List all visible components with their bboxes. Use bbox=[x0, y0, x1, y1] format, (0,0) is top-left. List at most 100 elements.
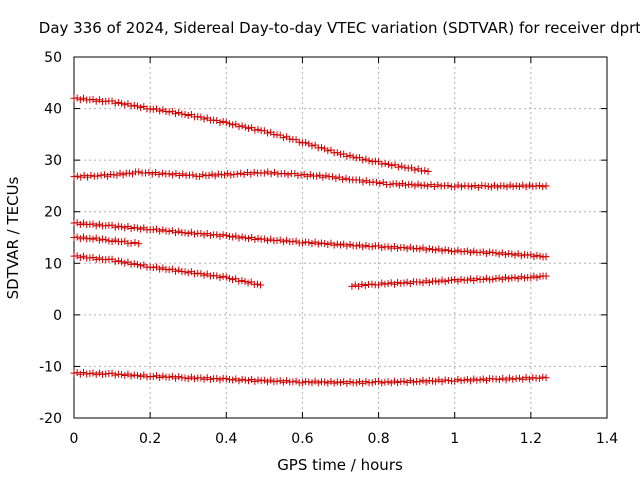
data-point bbox=[168, 372, 176, 380]
data-point bbox=[172, 374, 180, 382]
data-point bbox=[121, 259, 129, 267]
data-point bbox=[250, 168, 258, 176]
y-tick-label: 30 bbox=[44, 153, 62, 169]
data-point bbox=[104, 172, 112, 180]
data-point bbox=[131, 238, 139, 246]
data-point bbox=[376, 179, 384, 187]
data-point bbox=[303, 172, 311, 180]
data-point bbox=[429, 245, 437, 253]
data-point bbox=[130, 260, 138, 268]
data-point bbox=[527, 274, 535, 282]
data-point bbox=[295, 138, 303, 146]
data-point bbox=[535, 374, 543, 382]
data-point bbox=[224, 169, 232, 177]
data-point bbox=[509, 183, 517, 191]
data-point bbox=[260, 169, 268, 177]
data-point bbox=[468, 183, 476, 191]
data-point bbox=[238, 122, 246, 130]
data-point bbox=[535, 181, 543, 189]
x-tick-label: 0.2 bbox=[139, 431, 161, 447]
data-point bbox=[394, 278, 402, 286]
data-point bbox=[279, 134, 287, 142]
data-point bbox=[400, 279, 408, 287]
data-point bbox=[219, 117, 227, 125]
data-point bbox=[222, 118, 230, 126]
data-point bbox=[114, 222, 122, 230]
data-point bbox=[522, 183, 530, 191]
data-point bbox=[400, 243, 408, 251]
data-point bbox=[216, 118, 224, 126]
series-track-6 bbox=[348, 272, 550, 290]
data-point bbox=[197, 374, 205, 382]
data-point bbox=[127, 102, 135, 110]
data-point bbox=[92, 97, 100, 105]
data-point bbox=[253, 280, 261, 288]
data-point bbox=[539, 373, 547, 381]
x-axis-label: GPS time / hours bbox=[277, 456, 403, 474]
data-point bbox=[388, 162, 396, 170]
data-point bbox=[394, 244, 402, 252]
data-point bbox=[499, 374, 507, 382]
data-point bbox=[467, 249, 475, 257]
data-point bbox=[189, 171, 197, 179]
data-point bbox=[484, 182, 492, 190]
data-point bbox=[156, 265, 164, 273]
data-point bbox=[135, 240, 143, 248]
data-point bbox=[80, 233, 88, 241]
y-tick-label: 40 bbox=[44, 102, 62, 118]
data-point bbox=[515, 374, 523, 382]
data-point bbox=[514, 275, 522, 283]
data-point bbox=[508, 250, 516, 258]
data-point bbox=[165, 170, 173, 178]
data-point bbox=[140, 371, 148, 379]
data-point bbox=[333, 240, 341, 248]
data-point bbox=[184, 375, 192, 383]
series-track-1 bbox=[70, 94, 432, 175]
data-point bbox=[395, 181, 403, 189]
data-point bbox=[454, 181, 462, 189]
data-point bbox=[175, 373, 183, 381]
data-point bbox=[145, 168, 153, 176]
data-point bbox=[149, 264, 157, 272]
data-point bbox=[181, 229, 189, 237]
data-point bbox=[530, 272, 538, 280]
data-point bbox=[108, 369, 116, 377]
data-point bbox=[149, 226, 157, 234]
data-point bbox=[511, 273, 519, 281]
data-point bbox=[368, 379, 376, 387]
data-point bbox=[87, 171, 95, 179]
data-point bbox=[502, 376, 510, 384]
data-point bbox=[378, 279, 386, 287]
data-point bbox=[435, 376, 443, 384]
data-point bbox=[330, 379, 338, 387]
data-point bbox=[241, 277, 249, 285]
data-point bbox=[489, 275, 497, 283]
data-point bbox=[451, 377, 459, 385]
data-point bbox=[80, 252, 88, 260]
data-point bbox=[406, 243, 414, 251]
data-point bbox=[165, 373, 173, 381]
data-point bbox=[194, 113, 202, 121]
series-track-5 bbox=[70, 252, 265, 289]
data-point bbox=[137, 104, 145, 112]
data-point bbox=[95, 254, 103, 262]
data-point bbox=[73, 219, 81, 227]
data-point bbox=[343, 152, 351, 160]
data-point bbox=[362, 155, 370, 163]
data-point bbox=[156, 227, 164, 235]
y-tick-label: 50 bbox=[44, 50, 62, 66]
data-point bbox=[172, 229, 180, 237]
data-point bbox=[495, 250, 503, 258]
data-point bbox=[86, 370, 94, 378]
data-point bbox=[305, 140, 313, 148]
data-point bbox=[501, 273, 509, 281]
data-point bbox=[434, 181, 442, 189]
data-point bbox=[247, 170, 255, 178]
data-point bbox=[432, 377, 440, 385]
y-tick-label: -20 bbox=[39, 411, 62, 427]
data-point bbox=[471, 181, 479, 189]
data-point bbox=[486, 248, 494, 256]
data-point bbox=[346, 151, 354, 159]
data-point bbox=[105, 237, 113, 245]
data-point bbox=[346, 378, 354, 386]
